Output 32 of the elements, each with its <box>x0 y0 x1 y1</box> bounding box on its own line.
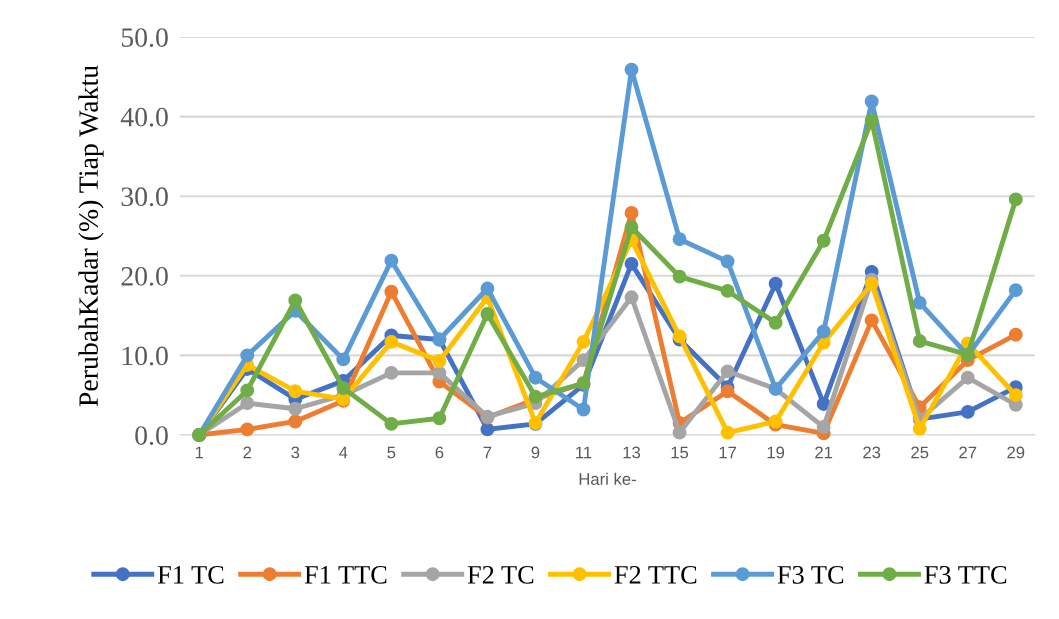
x-tick-label: 5 <box>387 446 396 459</box>
legend-label: F2 TTC <box>614 565 697 584</box>
legend-label: F1 TC <box>157 565 224 584</box>
x-tick-label: 4 <box>339 446 348 459</box>
legend-label: F1 TTC <box>304 565 387 584</box>
y-tick-label: 0.0 <box>135 426 168 446</box>
x-tick-label: 25 <box>911 446 929 459</box>
x-tick-label: 2 <box>243 446 252 459</box>
x-tick-label: 13 <box>623 446 641 459</box>
y-tick-label: 20.0 <box>121 266 168 286</box>
y-tick-label: 50.0 <box>121 28 168 48</box>
legend-label: F3 TC <box>777 565 844 584</box>
x-tick-label: 23 <box>863 446 881 459</box>
x-tick-label: 21 <box>815 446 833 459</box>
x-tick-label: 6 <box>435 446 444 459</box>
x-tick-label: 15 <box>671 446 689 459</box>
x-tick-label: 1 <box>195 446 204 459</box>
x-tick-label: 19 <box>767 446 785 459</box>
x-axis-title: Hari ke- <box>579 472 636 485</box>
x-tick-label: 9 <box>531 446 540 459</box>
x-tick-label: 7 <box>483 446 492 459</box>
y-axis-title: PerubahKadar (%) Tiap Waktu <box>78 65 104 407</box>
y-tick-label: 10.0 <box>122 346 168 366</box>
x-tick-label: 17 <box>719 446 737 459</box>
x-tick-label: 27 <box>959 446 977 459</box>
x-tick-label: 11 <box>576 446 592 459</box>
x-tick-label: 29 <box>1007 446 1025 459</box>
x-tick-label: 3 <box>291 446 300 459</box>
legend-label: F2 TC <box>467 565 534 584</box>
legend-label: F3 TTC <box>924 565 1007 584</box>
y-tick-label: 40.0 <box>120 107 168 127</box>
y-tick-label: 30.0 <box>121 187 168 207</box>
